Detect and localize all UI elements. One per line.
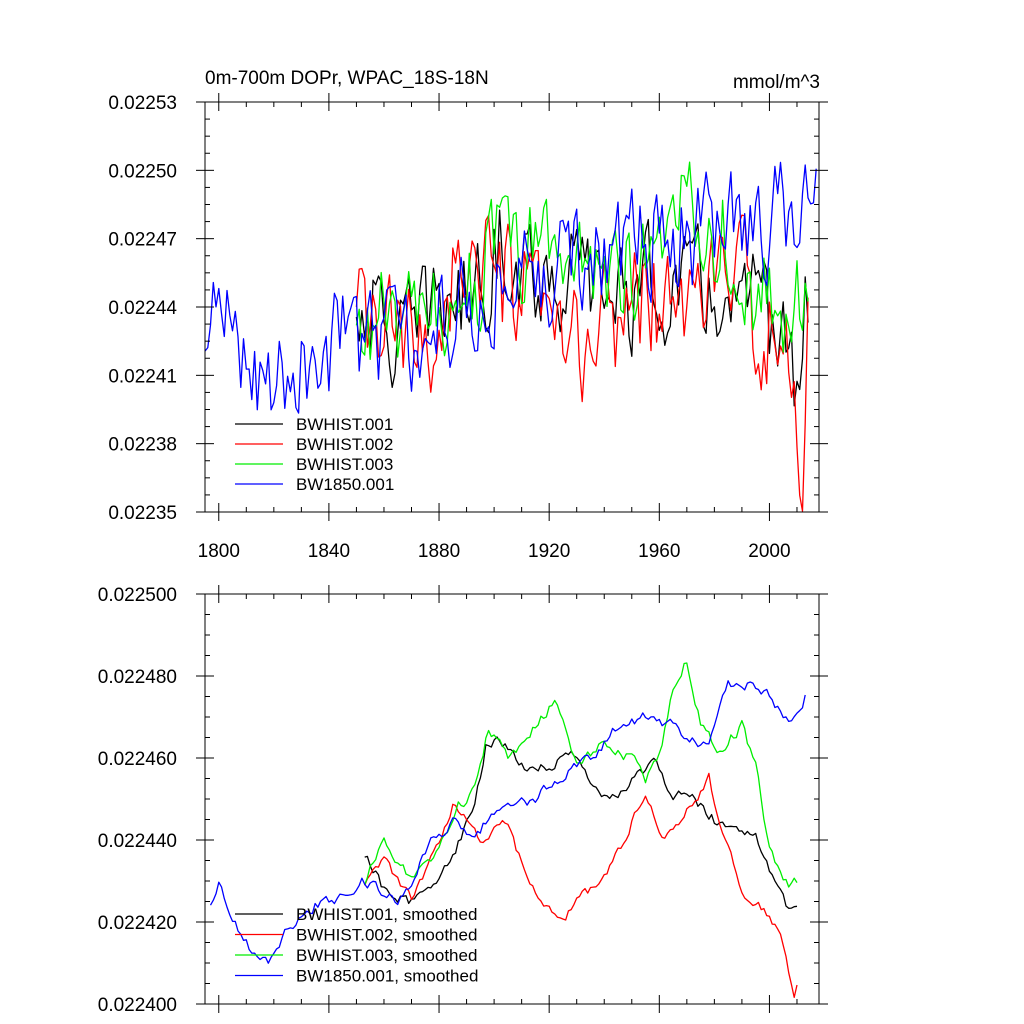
y-tick-label: 0.022440 bbox=[98, 831, 177, 852]
series-line-bwhist-002 bbox=[355, 214, 809, 512]
x-tick-label: 1920 bbox=[528, 541, 570, 562]
top-chart-title: 0m-700m DOPr, WPAC_18S-18N bbox=[205, 68, 489, 89]
legend-label-bwhist-002-smoothed: BWHIST.002, smoothed bbox=[296, 926, 477, 945]
series-line-bwhist-001-smoothed bbox=[364, 736, 798, 909]
top-axis-ticks: 1800 1840 1880 1920 1960 2000 0.02235 0.02238 0.… bbox=[108, 93, 828, 562]
y-tick-label: 0.02235 bbox=[108, 503, 177, 524]
legend-label-bwhist-001-smoothed: BWHIST.001, smoothed bbox=[296, 905, 477, 924]
y-tick-label: 0.02238 bbox=[108, 435, 177, 456]
x-tick-label: 2000 bbox=[748, 541, 790, 562]
series-line-bwhist-002-smoothed bbox=[364, 772, 798, 999]
series-line-bw1850-001-smoothed bbox=[209, 680, 806, 964]
bottom-axis-ticks: 0.022400 0.022420 0.022440 0.022460 0.022480… bbox=[98, 585, 828, 1016]
series-line-bw1850-001 bbox=[204, 161, 817, 414]
y-tick-label: 0.02247 bbox=[108, 230, 177, 251]
legend-label-bwhist-003: BWHIST.003 bbox=[296, 455, 393, 474]
y-tick-label: 0.02241 bbox=[108, 366, 177, 387]
x-tick-label: 1800 bbox=[198, 541, 240, 562]
bottom-legend: BWHIST.001, smoothed BWHIST.002, smoothed… bbox=[235, 905, 478, 986]
legend-label-bw1850-001-smoothed: BW1850.001, smoothed bbox=[296, 967, 478, 986]
y-tick-label: 0.022420 bbox=[98, 913, 177, 934]
y-tick-label: 0.02253 bbox=[108, 93, 177, 114]
top-chart-units: mmol/m^3 bbox=[733, 72, 820, 93]
y-tick-label: 0.022400 bbox=[98, 995, 177, 1016]
bottom-series-group bbox=[209, 662, 806, 999]
legend-label-bw1850-001: BW1850.001 bbox=[296, 475, 394, 494]
legend-label-bwhist-003-smoothed: BWHIST.003, smoothed bbox=[296, 946, 477, 965]
x-tick-label: 1840 bbox=[308, 541, 350, 562]
y-tick-label: 0.022460 bbox=[98, 749, 177, 770]
y-tick-label: 0.02250 bbox=[108, 161, 177, 182]
y-tick-label: 0.02244 bbox=[108, 298, 177, 319]
legend-label-bwhist-001: BWHIST.001 bbox=[296, 415, 393, 434]
bottom-chart-panel: 0.022400 0.022420 0.022440 0.022460 0.022480… bbox=[98, 585, 828, 1016]
x-tick-label: 1880 bbox=[418, 541, 460, 562]
x-tick-label: 1960 bbox=[638, 541, 680, 562]
series-line-bwhist-003-smoothed bbox=[364, 662, 798, 888]
y-tick-label: 0.022480 bbox=[98, 667, 177, 688]
series-line-bwhist-003 bbox=[355, 161, 809, 361]
top-chart-panel: 0m-700m DOPr, WPAC_18S-18N mmol/m^3 1800… bbox=[108, 68, 828, 562]
legend-label-bwhist-002: BWHIST.002 bbox=[296, 435, 393, 454]
top-series-group bbox=[204, 161, 817, 512]
y-tick-label: 0.022500 bbox=[98, 585, 177, 606]
